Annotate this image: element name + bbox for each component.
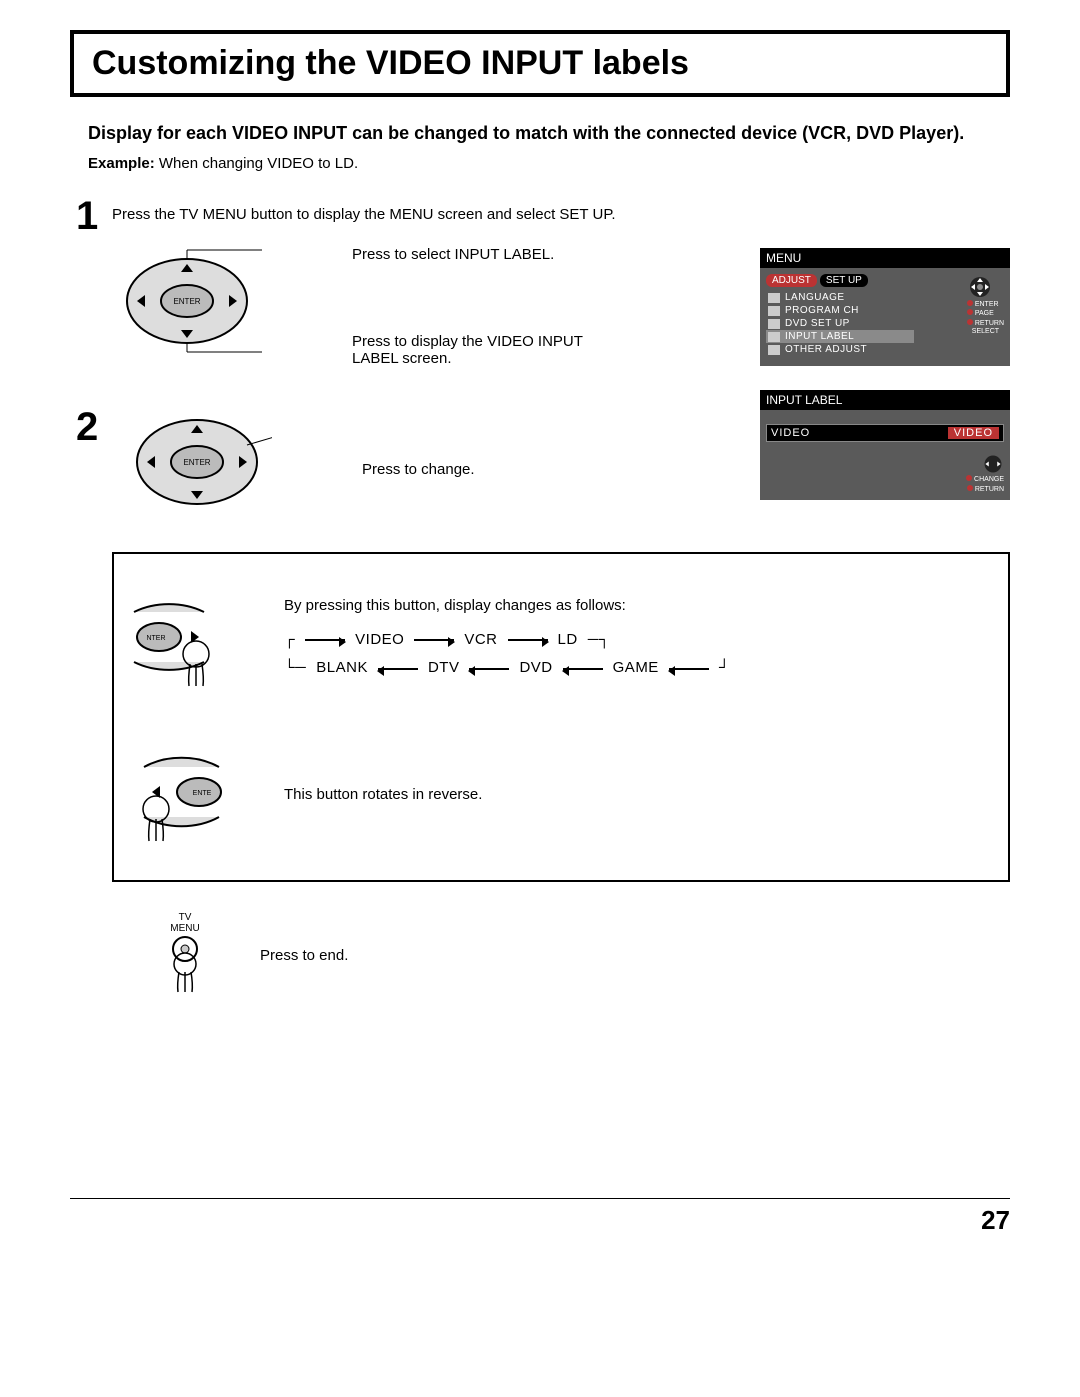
menu-screen: MENU ADJUST SET UP LANGUAGE PROGRAM CH D… bbox=[760, 248, 1010, 366]
tab-adjust: ADJUST bbox=[766, 274, 817, 287]
example-label: Example: bbox=[88, 155, 155, 172]
nav-return: RETURN bbox=[975, 320, 1004, 327]
input-label-screen: INPUT LABEL VIDEO VIDEO CHANGE RETURN bbox=[760, 390, 1010, 500]
example-line: Example: When changing VIDEO to LD. bbox=[88, 155, 1010, 172]
svg-text:ENTE: ENTE bbox=[193, 790, 212, 797]
globe-icon bbox=[768, 293, 780, 303]
nav-return-2: RETURN bbox=[975, 486, 1004, 493]
cycle-game: GAME bbox=[613, 654, 659, 683]
tv-menu-label: TV MENU bbox=[160, 912, 210, 934]
cycle-intro: By pressing this button, display changes… bbox=[284, 597, 730, 614]
step-2-num: 2 bbox=[76, 407, 112, 447]
nav-widget: ENTER PAGE RETURN SELECT bbox=[967, 274, 1004, 337]
il-key: VIDEO bbox=[771, 427, 810, 439]
end-row: TV MENU Press to end. bbox=[160, 912, 1010, 998]
cycle-dvd: DVD bbox=[519, 654, 552, 683]
step-1-instructions: Press to select INPUT LABEL. Press to di… bbox=[352, 246, 612, 367]
dpad-right-press-icon: NTER bbox=[124, 582, 224, 697]
nav-enter: ENTER bbox=[975, 301, 999, 308]
cycle-dtv: DTV bbox=[428, 654, 460, 683]
title-box: Customizing the VIDEO INPUT labels bbox=[70, 30, 1010, 97]
menu-item-dvd-setup: DVD SET UP bbox=[766, 317, 914, 330]
cycle-blank: BLANK bbox=[316, 654, 368, 683]
nav-page: PAGE bbox=[975, 310, 994, 317]
cycle-forward-row: NTER By pressing this button, display ch… bbox=[124, 582, 988, 697]
cycle-reverse-text: This button rotates in reverse. bbox=[284, 786, 482, 803]
intro-text: Display for each VIDEO INPUT can be chan… bbox=[88, 121, 1010, 145]
menu-item-program-ch: PROGRAM CH bbox=[766, 304, 914, 317]
cycle-forward-text: By pressing this button, display changes… bbox=[284, 597, 730, 683]
end-text: Press to end. bbox=[260, 947, 348, 964]
svg-text:NTER: NTER bbox=[146, 635, 165, 642]
wrench-icon bbox=[768, 345, 780, 355]
tv-icon bbox=[768, 306, 780, 316]
menu-item-other-adjust: OTHER ADJUST bbox=[766, 343, 914, 356]
cycle-video: VIDEO bbox=[355, 626, 404, 655]
step-2-instr: Press to change. bbox=[362, 451, 475, 478]
label-icon bbox=[768, 332, 780, 342]
il-val: VIDEO bbox=[948, 427, 999, 439]
step-1-num: 1 bbox=[76, 196, 112, 236]
instr-display-video-input: Press to display the VIDEO INPUT LABEL s… bbox=[352, 333, 612, 367]
cycle-vcr: VCR bbox=[464, 626, 497, 655]
menu-screen-title: MENU bbox=[760, 248, 1010, 268]
tv-menu-button-icon: TV MENU bbox=[160, 912, 210, 998]
tab-setup: SET UP bbox=[820, 274, 868, 287]
cycle-diagram: ┌VIDEO VCR LD ─┐ └─ BLANK DTV DVD GAME ┘ bbox=[284, 626, 730, 683]
dpad-left-press-icon: ENTE bbox=[124, 737, 224, 852]
cycle-info-box: NTER By pressing this button, display ch… bbox=[112, 552, 1010, 882]
osd-screens: MENU ADJUST SET UP LANGUAGE PROGRAM CH D… bbox=[760, 248, 1010, 500]
dpad-illustration-1: ENTER bbox=[112, 246, 262, 361]
page-title: Customizing the VIDEO INPUT labels bbox=[92, 44, 988, 83]
step-1-header: 1 Press the TV MENU button to display th… bbox=[76, 196, 1010, 236]
cycle-ld: LD bbox=[558, 626, 578, 655]
instr-select-input-label: Press to select INPUT LABEL. bbox=[352, 246, 612, 263]
nav-widget-2: CHANGE RETURN bbox=[966, 453, 1004, 494]
nav-select: SELECT bbox=[967, 328, 1004, 336]
step-1-text: Press the TV MENU button to display the … bbox=[112, 196, 616, 223]
page-number: 27 bbox=[70, 1198, 1010, 1236]
enter-label: ENTER bbox=[173, 297, 200, 306]
dpad-illustration-2: ENTER bbox=[122, 407, 272, 522]
input-label-screen-title: INPUT LABEL bbox=[760, 390, 1010, 410]
input-label-row: VIDEO VIDEO bbox=[766, 424, 1004, 442]
cycle-reverse-row: ENTE This button rotates in reverse. bbox=[124, 737, 988, 852]
svg-text:ENTER: ENTER bbox=[183, 458, 210, 467]
nav-change: CHANGE bbox=[974, 476, 1004, 483]
disc-icon bbox=[768, 319, 780, 329]
menu-item-language: LANGUAGE bbox=[766, 291, 914, 304]
example-text: When changing VIDEO to LD. bbox=[155, 155, 358, 172]
menu-item-input-label: INPUT LABEL bbox=[766, 330, 914, 343]
